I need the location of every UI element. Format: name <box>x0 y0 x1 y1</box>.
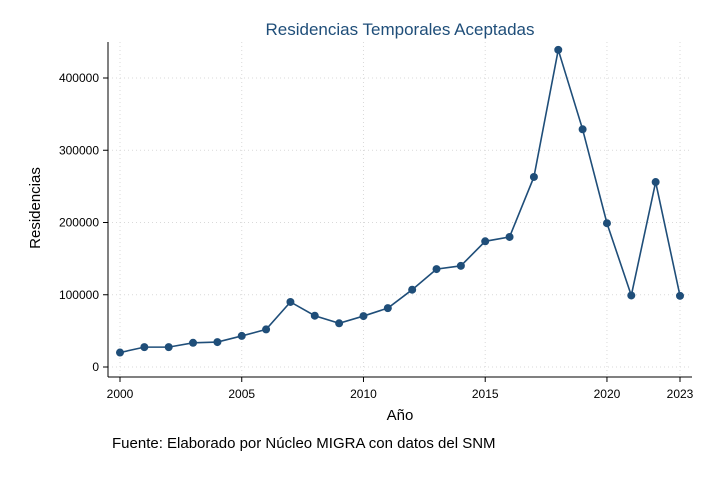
data-point <box>213 338 222 347</box>
data-series <box>116 45 684 357</box>
series-line <box>119 49 681 354</box>
data-point <box>189 338 198 347</box>
data-point <box>627 291 636 300</box>
data-point <box>310 311 319 320</box>
x-tick-label: 2023 <box>667 387 694 401</box>
data-point <box>140 343 149 352</box>
data-point <box>505 232 514 241</box>
data-point <box>286 297 295 306</box>
data-point <box>432 265 441 274</box>
data-point <box>554 45 563 54</box>
data-point <box>383 304 392 313</box>
data-point <box>237 331 246 340</box>
data-point <box>408 285 417 294</box>
x-tick-label: 2005 <box>228 387 255 401</box>
axes: 2000 2005 2010 2015 2020 2023 0 100000 200000 300… <box>59 42 694 401</box>
y-tick-label: 0 <box>92 360 99 374</box>
data-point <box>262 325 271 334</box>
data-point <box>164 343 173 352</box>
x-tick-label: 2010 <box>350 387 377 401</box>
data-point <box>335 319 344 328</box>
y-tick-label: 300000 <box>59 143 99 157</box>
data-point <box>578 125 587 134</box>
data-point <box>529 172 538 181</box>
y-tick-label: 100000 <box>59 288 99 302</box>
data-point <box>481 237 490 246</box>
source-note: Fuente: Elaborado por Núcleo MIGRA con d… <box>112 435 496 452</box>
data-point <box>359 312 368 321</box>
x-tick-label: 2015 <box>472 387 499 401</box>
data-point <box>602 219 611 228</box>
data-point <box>651 178 660 187</box>
y-tick-label: 400000 <box>59 71 99 85</box>
y-tick-label: 200000 <box>59 216 99 230</box>
x-tick-label: 2000 <box>107 387 134 401</box>
chart-title: Residencias Temporales Aceptadas <box>265 20 534 39</box>
data-point <box>456 261 465 270</box>
x-tick-label: 2020 <box>594 387 621 401</box>
data-point <box>116 348 124 357</box>
y-axis-label: Residencias <box>27 167 44 249</box>
data-point <box>676 291 684 300</box>
grid-lines <box>108 42 692 377</box>
x-axis-label: Año <box>387 407 414 424</box>
